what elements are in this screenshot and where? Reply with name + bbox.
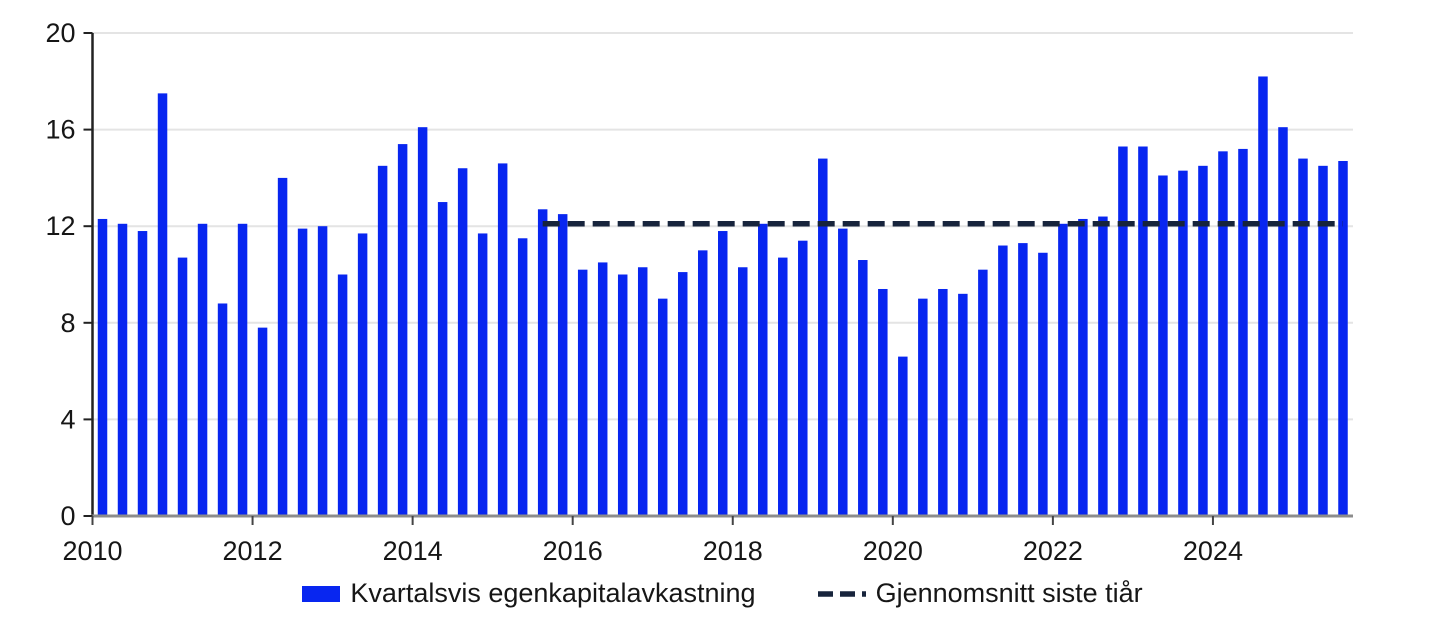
x-tick-label-2022: 2022 — [1023, 536, 1083, 566]
bar-2019Q1 — [818, 158, 828, 516]
bar-2023Q1 — [1138, 146, 1148, 516]
y-tick-label-4: 4 — [60, 404, 75, 434]
bar-2015Q4 — [557, 214, 568, 516]
bar-2020Q3 — [938, 288, 948, 516]
legend-item-quarterly-roe: Kvartalsvis egenkapitalavkastning — [302, 578, 756, 609]
dashed-line-swatch — [817, 590, 866, 597]
x-tick-label-2014: 2014 — [383, 536, 443, 566]
bar-2023Q3 — [1178, 170, 1188, 516]
bar-2012Q4 — [317, 226, 328, 516]
legend: Kvartalsvis egenkapitalavkastning Gjenno… — [0, 578, 1445, 609]
y-tick-label-8: 8 — [60, 308, 75, 338]
y-tick-label-12: 12 — [45, 211, 75, 241]
bar-2015Q2 — [517, 238, 528, 516]
bar-2022Q1 — [1058, 223, 1068, 516]
bar-2021Q4 — [1038, 252, 1048, 516]
bar-2019Q3 — [858, 260, 868, 516]
bar-2013Q4 — [397, 144, 408, 516]
bar-2025Q1 — [1298, 158, 1308, 516]
bar-2011Q3 — [217, 303, 228, 516]
bar-2018Q2 — [758, 223, 768, 516]
bar-2022Q4 — [1118, 146, 1128, 516]
bar-2017Q1 — [657, 298, 668, 516]
x-tick-label-2018: 2018 — [703, 536, 763, 566]
bar-2014Q1 — [417, 127, 428, 516]
bar-2014Q2 — [437, 202, 448, 517]
bar-2012Q1 — [257, 327, 268, 516]
bar-2024Q3 — [1258, 76, 1268, 516]
bar-2017Q2 — [677, 272, 688, 516]
x-tick-label-2020: 2020 — [863, 536, 923, 566]
bar-2021Q1 — [978, 269, 988, 516]
bar-2016Q4 — [637, 267, 648, 516]
bar-2016Q1 — [577, 269, 588, 516]
bar-2020Q4 — [958, 293, 968, 516]
y-tick-label-16: 16 — [45, 115, 75, 145]
bar-2012Q2 — [277, 177, 288, 516]
bar-2016Q3 — [617, 274, 628, 516]
bar-2024Q1 — [1218, 151, 1228, 516]
bar-2011Q1 — [177, 257, 188, 516]
bar-2022Q3 — [1098, 216, 1108, 517]
bar-2013Q2 — [357, 233, 368, 516]
bar-2012Q3 — [297, 228, 308, 517]
y-tick-label-20: 20 — [45, 18, 75, 48]
bar-2015Q1 — [497, 163, 508, 516]
bar-2025Q2 — [1318, 165, 1328, 516]
bar-2021Q2 — [998, 245, 1008, 516]
bar-2018Q1 — [738, 267, 748, 516]
bar-2010Q3 — [137, 231, 148, 516]
x-tick-label-2012: 2012 — [223, 536, 283, 566]
bar-2025Q3 — [1338, 160, 1348, 516]
bar-2021Q3 — [1018, 243, 1028, 517]
legend-label-quarterly-roe: Kvartalsvis egenkapitalavkastning — [350, 578, 756, 608]
bar-2010Q4 — [157, 93, 168, 516]
bar-2019Q4 — [878, 288, 888, 516]
x-tick-label-2024: 2024 — [1183, 536, 1243, 566]
bar-2022Q2 — [1078, 218, 1088, 516]
bar-series-swatch — [302, 585, 341, 602]
bar-2013Q3 — [377, 165, 388, 516]
x-tick-label-2016: 2016 — [543, 536, 603, 566]
legend-label-average: Gjennomsnitt siste tiår — [875, 578, 1143, 608]
bar-2024Q4 — [1278, 127, 1288, 516]
bar-2013Q1 — [337, 274, 348, 516]
bar-2023Q4 — [1198, 165, 1208, 516]
bar-2011Q4 — [237, 223, 248, 516]
bar-2010Q2 — [117, 223, 128, 516]
bar-2018Q4 — [798, 240, 808, 516]
bar-2019Q2 — [838, 228, 848, 517]
bar-2011Q2 — [197, 223, 208, 516]
y-tick-label-0: 0 — [60, 501, 75, 531]
bar-2010Q1 — [97, 218, 108, 516]
bar-2020Q1 — [898, 356, 908, 516]
legend-item-average: Gjennomsnitt siste tiår — [817, 578, 1143, 609]
bar-2017Q3 — [697, 250, 708, 516]
bar-2020Q2 — [918, 298, 928, 516]
bar-2024Q2 — [1238, 148, 1248, 517]
bar-2018Q3 — [778, 257, 788, 516]
bar-2017Q4 — [718, 231, 728, 516]
bar-2023Q2 — [1158, 175, 1168, 517]
bar-2014Q3 — [457, 168, 468, 517]
x-tick-label-2010: 2010 — [62, 536, 122, 566]
bar-2016Q2 — [597, 262, 608, 516]
bar-2015Q3 — [537, 209, 548, 517]
bar-2014Q4 — [477, 233, 488, 516]
